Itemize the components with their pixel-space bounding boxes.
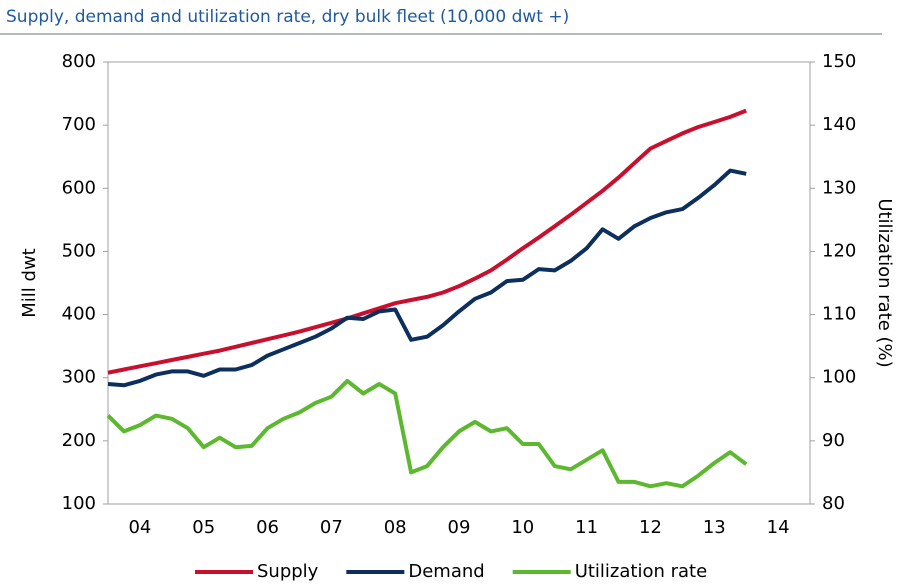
x-tick-label: 14 bbox=[767, 517, 790, 538]
y2-tick-label: 90 bbox=[822, 430, 845, 451]
y-tick-label: 300 bbox=[62, 367, 96, 388]
y-tick-label: 200 bbox=[62, 430, 96, 451]
y-tick-label: 700 bbox=[62, 114, 96, 135]
y2-tick-label: 110 bbox=[822, 304, 856, 325]
series-line bbox=[107, 108, 747, 375]
series-line bbox=[107, 168, 747, 388]
x-tick-label: 11 bbox=[575, 517, 598, 538]
y-tick-label: 400 bbox=[62, 304, 96, 325]
y2-tick-label: 140 bbox=[822, 114, 856, 135]
x-tick-label: 07 bbox=[320, 517, 343, 538]
y-tick-label: 800 bbox=[62, 51, 96, 72]
series-line bbox=[106, 378, 748, 489]
y-tick-label: 100 bbox=[62, 493, 96, 514]
x-tick-label: 12 bbox=[639, 517, 662, 538]
y2-tick-label: 80 bbox=[822, 493, 845, 514]
y2-axis-label: Utilization rate (%) bbox=[874, 198, 895, 367]
y2-tick-label: 120 bbox=[822, 240, 856, 261]
y-axis-label: Mill dwt bbox=[19, 248, 40, 317]
chart-title: Supply, demand and utilization rate, dry… bbox=[6, 7, 569, 27]
x-tick-label: 13 bbox=[703, 517, 726, 538]
legend-label: Supply bbox=[257, 561, 319, 582]
legend-label: Demand bbox=[408, 561, 484, 582]
x-tick-label: 08 bbox=[384, 517, 407, 538]
y2-tick-label: 130 bbox=[822, 177, 856, 198]
y-tick-label: 600 bbox=[62, 177, 96, 198]
x-tick-label: 09 bbox=[448, 517, 471, 538]
x-tick-label: 06 bbox=[256, 517, 279, 538]
y2-tick-label: 100 bbox=[822, 367, 856, 388]
x-tick-label: 10 bbox=[511, 517, 534, 538]
legend-label: Utilization rate bbox=[575, 561, 707, 582]
x-tick-label: 05 bbox=[192, 517, 215, 538]
y2-tick-label: 150 bbox=[822, 51, 856, 72]
plot-frame bbox=[107, 61, 811, 505]
x-tick-label: 04 bbox=[128, 517, 151, 538]
y-tick-label: 500 bbox=[62, 240, 96, 261]
